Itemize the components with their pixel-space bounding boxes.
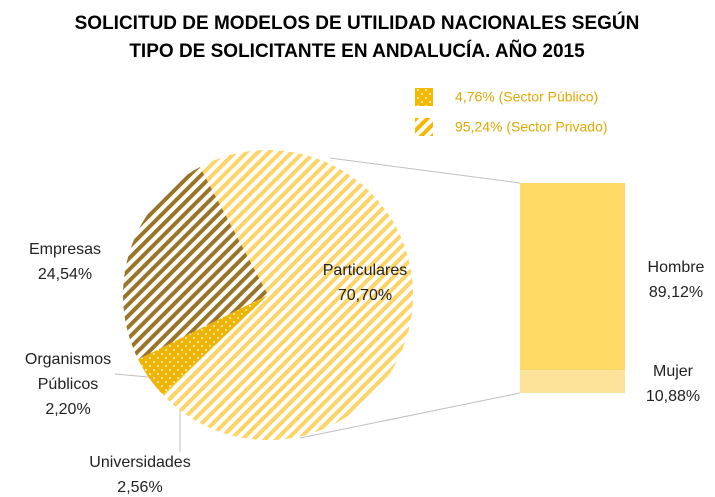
- slice-label-text: 2,56%: [117, 479, 163, 496]
- connector: [299, 392, 521, 439]
- slice-label-text: 2,20%: [45, 401, 91, 418]
- bar-label-text: 89,12%: [648, 284, 704, 301]
- bar-label-text: Mujer: [652, 363, 694, 380]
- slice-label-text: Empresas: [28, 241, 102, 258]
- bar-label-text: 10,88%: [645, 388, 701, 405]
- legend-label: 4,76% (Sector Público): [455, 89, 598, 105]
- slice-label: Empresas 24,54%: [29, 237, 101, 287]
- legend-swatch: [415, 88, 433, 106]
- bar-label-text: Hombre: [647, 259, 705, 276]
- bar-label: Mujer 10,88%: [646, 359, 700, 409]
- legend-swatch: [415, 118, 433, 136]
- pie-slice: [148, 295, 268, 395]
- slice-label-text: Organismos Públicos: [24, 351, 112, 393]
- chart-title: TIPO DE SOLICITANTE EN ANDALUCÍA. AÑO 20…: [129, 40, 585, 62]
- bar-segment: [520, 370, 625, 393]
- slice-label: Organismos Públicos 2,20%: [13, 347, 123, 422]
- pie-slice: [123, 166, 268, 360]
- bar-segment: [520, 183, 625, 371]
- connector: [329, 157, 521, 184]
- pie-slice: [162, 149, 414, 440]
- slice-label: Particulares 70,70%: [323, 258, 407, 308]
- slice-label-text: Particulares: [322, 262, 408, 279]
- slice-label: Universidades 2,56%: [89, 450, 190, 497]
- legend-label: 95,24% (Sector Privado): [455, 119, 608, 135]
- chart-title: SOLICITUD DE MODELOS DE UTILIDAD NACIONA…: [75, 12, 640, 34]
- slice-label-text: Universidades: [89, 454, 191, 471]
- slice-label-text: 70,70%: [337, 287, 393, 304]
- slice-label-text: 24,54%: [37, 266, 93, 283]
- bar-label: Hombre 89,12%: [648, 255, 705, 305]
- pie-slice: [138, 295, 268, 377]
